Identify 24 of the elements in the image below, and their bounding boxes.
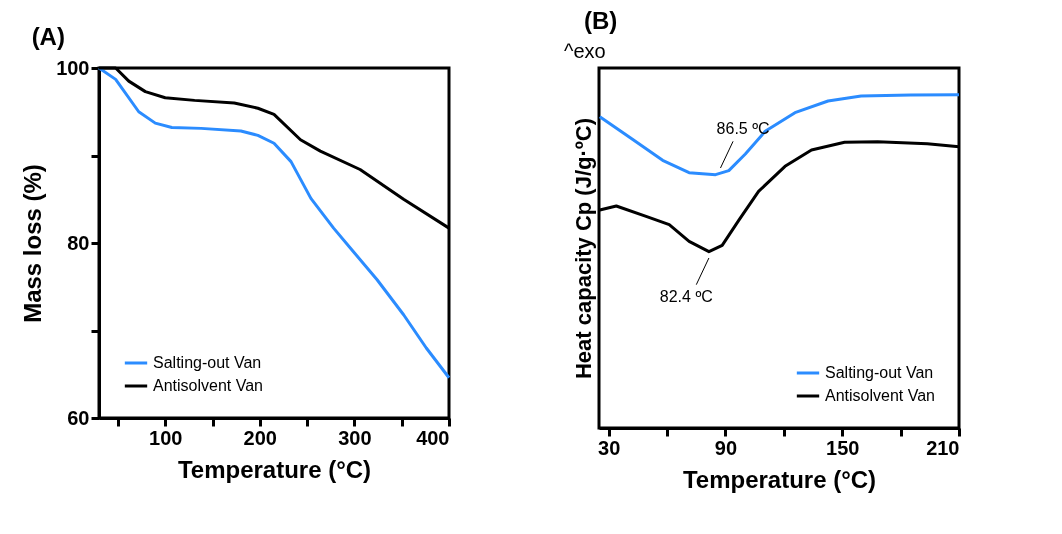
x-tick-label: 210 (926, 436, 960, 459)
y-axis-title: Mass loss (%) (19, 164, 47, 323)
x-tick-label: 200 (243, 426, 277, 449)
y-tick-label: 100 (56, 56, 90, 79)
x-tick-label: 30 (598, 436, 621, 459)
legend-label: Salting-out Van (825, 364, 934, 381)
x-tick-label: 150 (826, 436, 860, 459)
y-axis-title: Heat capacity Cp (J/g·ºC) (570, 117, 596, 380)
x-tick-label: 100 (149, 426, 183, 449)
x-tick-label: 300 (338, 426, 372, 449)
chart-title: (A) (31, 23, 65, 50)
text: ^exo (564, 40, 606, 62)
x-axis-title: Temperature (°C) (682, 465, 877, 493)
x-tick-label: 400 (416, 426, 450, 449)
y-tick-label: 60 (67, 406, 90, 429)
x-axis-title: Temperature (°C) (177, 455, 372, 483)
legend-label: Antisolvent Van (825, 387, 935, 404)
annotation: 86.5 ºC (716, 120, 770, 138)
chart-title: (B) (584, 7, 618, 34)
legend-label: Antisolvent Van (153, 377, 263, 394)
legend-label: Salting-out Van (153, 354, 262, 371)
y-tick-label: 80 (67, 231, 90, 254)
x-tick-label: 90 (714, 436, 738, 459)
annotation: 82.4 ºC (659, 287, 713, 305)
